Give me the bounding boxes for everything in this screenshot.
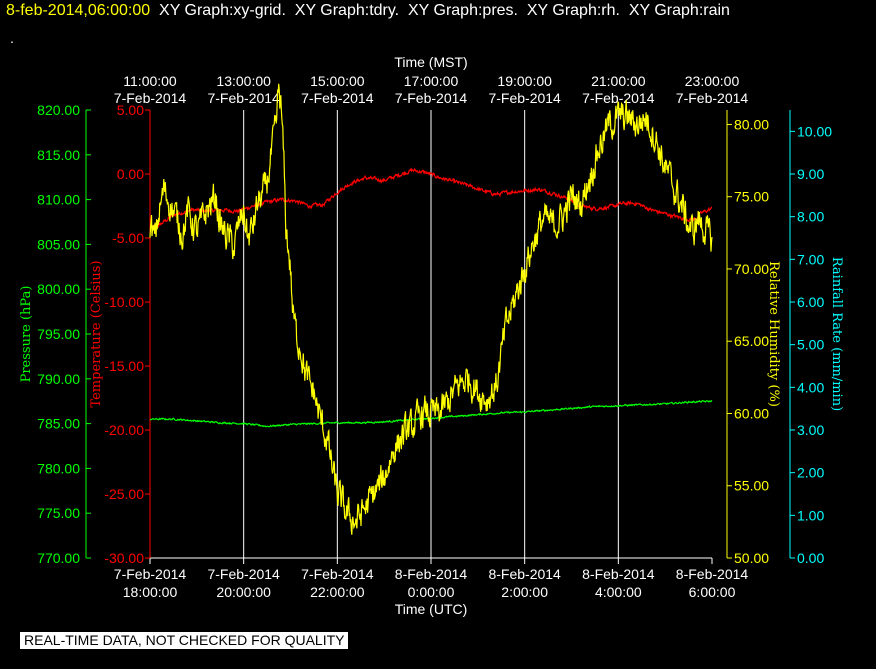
rain-tick-label: 8.00 xyxy=(797,209,824,225)
pressure-tick-label: 780.00 xyxy=(37,460,80,476)
title-dot: . xyxy=(10,30,14,46)
x-tick-label-bottom-time: 22:00:00 xyxy=(310,584,365,600)
x-tick-label-bottom-time: 2:00:00 xyxy=(501,584,548,600)
humidity-series-line xyxy=(149,83,713,535)
x-tick-label-bottom-date: 7-Feb-2014 xyxy=(301,566,374,582)
temperature-tick-label: -30.00 xyxy=(104,550,144,566)
x-tick-label-top-date: 7-Feb-2014 xyxy=(395,90,468,106)
pressure-axis-title: Pressure (hPa) xyxy=(19,286,34,383)
pressure-tick-label: 800.00 xyxy=(37,281,80,297)
temperature-tick-label: -5.00 xyxy=(112,230,144,246)
temperature-tick-label: -20.00 xyxy=(104,422,144,438)
x-tick-label-bottom-time: 18:00:00 xyxy=(123,584,178,600)
pressure-tick-label: 770.00 xyxy=(37,550,80,566)
pressure-tick-label: 805.00 xyxy=(37,236,80,252)
x-tick-label-bottom-date: 7-Feb-2014 xyxy=(114,566,187,582)
humidity-tick-label: 50.00 xyxy=(734,550,769,566)
pressure-tick-label: 815.00 xyxy=(37,147,80,163)
pressure-tick-label: 810.00 xyxy=(37,192,80,208)
temperature-axis-title: Temperature (Celsius) xyxy=(89,260,104,407)
humidity-tick-label: 80.00 xyxy=(734,116,769,132)
rain-tick-label: 6.00 xyxy=(797,294,824,310)
humidity-tick-label: 65.00 xyxy=(734,333,769,349)
temperature-tick-label: 0.00 xyxy=(117,166,144,182)
x-tick-label-bottom-time: 6:00:00 xyxy=(689,584,736,600)
humidity-tick-label: 75.00 xyxy=(734,189,769,205)
x-tick-label-top-time: 11:00:00 xyxy=(123,73,177,89)
x-tick-label-top-date: 7-Feb-2014 xyxy=(582,90,655,106)
pressure-series-line xyxy=(149,399,713,428)
x-tick-label-bottom-time: 4:00:00 xyxy=(595,584,642,600)
quality-disclaimer: REAL-TIME DATA, NOT CHECKED FOR QUALITY xyxy=(20,632,349,649)
x-tick-label-bottom-date: 8-Feb-2014 xyxy=(395,566,468,582)
x-tick-label-bottom-date: 7-Feb-2014 xyxy=(207,566,280,582)
pressure-tick-label: 785.00 xyxy=(37,416,80,432)
x-tick-label-bottom-date: 8-Feb-2014 xyxy=(488,566,561,582)
x-tick-label-top-time: 15:00:00 xyxy=(310,73,365,89)
x-tick-label-top-date: 7-Feb-2014 xyxy=(488,90,561,106)
title-graph-list: XY Graph:xy-grid. XY Graph:tdry. XY Grap… xyxy=(150,2,730,19)
humidity-axis-title: Relative Humidity (%) xyxy=(766,261,781,407)
x-tick-label-top-date: 7-Feb-2014 xyxy=(676,90,749,106)
x-tick-label-bottom-date: 8-Feb-2014 xyxy=(676,566,749,582)
rain-tick-label: 5.00 xyxy=(797,337,824,353)
x-axis-label-bottom: Time (UTC) xyxy=(395,601,468,617)
rain-tick-label: 4.00 xyxy=(797,379,824,395)
x-tick-label-top-date: 7-Feb-2014 xyxy=(114,90,187,106)
x-tick-label-bottom-time: 0:00:00 xyxy=(408,584,455,600)
rain-tick-label: 1.00 xyxy=(797,507,824,523)
temperature-tick-label: 5.00 xyxy=(117,102,144,118)
x-tick-label-bottom-time: 20:00:00 xyxy=(216,584,271,600)
x-tick-label-top-time: 17:00:00 xyxy=(404,73,459,89)
title-datetime: 8-feb-2014,06:00:00 xyxy=(6,2,151,19)
rain-axis-title: Rainfall Rate (mm/min) xyxy=(829,257,844,411)
temperature-tick-label: -15.00 xyxy=(104,358,144,374)
x-tick-label-top-time: 13:00:00 xyxy=(216,73,271,89)
temperature-tick-label: -25.00 xyxy=(104,486,144,502)
humidity-tick-label: 55.00 xyxy=(734,478,769,494)
pressure-tick-label: 775.00 xyxy=(37,505,80,521)
rain-tick-label: 3.00 xyxy=(797,422,824,438)
page-title: 8-feb-2014,06:00:00 XY Graph:xy-grid. XY… xyxy=(6,2,730,20)
rain-tick-label: 2.00 xyxy=(797,465,824,481)
rain-tick-label: 10.00 xyxy=(797,123,832,139)
pressure-tick-label: 820.00 xyxy=(37,102,80,118)
temperature-tick-label: -10.00 xyxy=(104,294,144,310)
x-axis-label-top: Time (MST) xyxy=(394,54,467,70)
rain-tick-label: 9.00 xyxy=(797,166,824,182)
rain-tick-label: 7.00 xyxy=(797,251,824,267)
humidity-tick-label: 60.00 xyxy=(734,405,769,421)
x-tick-label-top-date: 7-Feb-2014 xyxy=(207,90,280,106)
x-tick-label-top-time: 23:00:00 xyxy=(685,73,740,89)
rain-tick-label: 0.00 xyxy=(797,550,824,566)
humidity-tick-label: 70.00 xyxy=(734,261,769,277)
x-tick-label-bottom-date: 8-Feb-2014 xyxy=(582,566,655,582)
x-tick-label-top-date: 7-Feb-2014 xyxy=(301,90,374,106)
x-tick-label-top-time: 19:00:00 xyxy=(497,73,552,89)
x-tick-label-top-time: 21:00:00 xyxy=(591,73,646,89)
pressure-tick-label: 790.00 xyxy=(37,371,80,387)
pressure-tick-label: 795.00 xyxy=(37,326,80,342)
